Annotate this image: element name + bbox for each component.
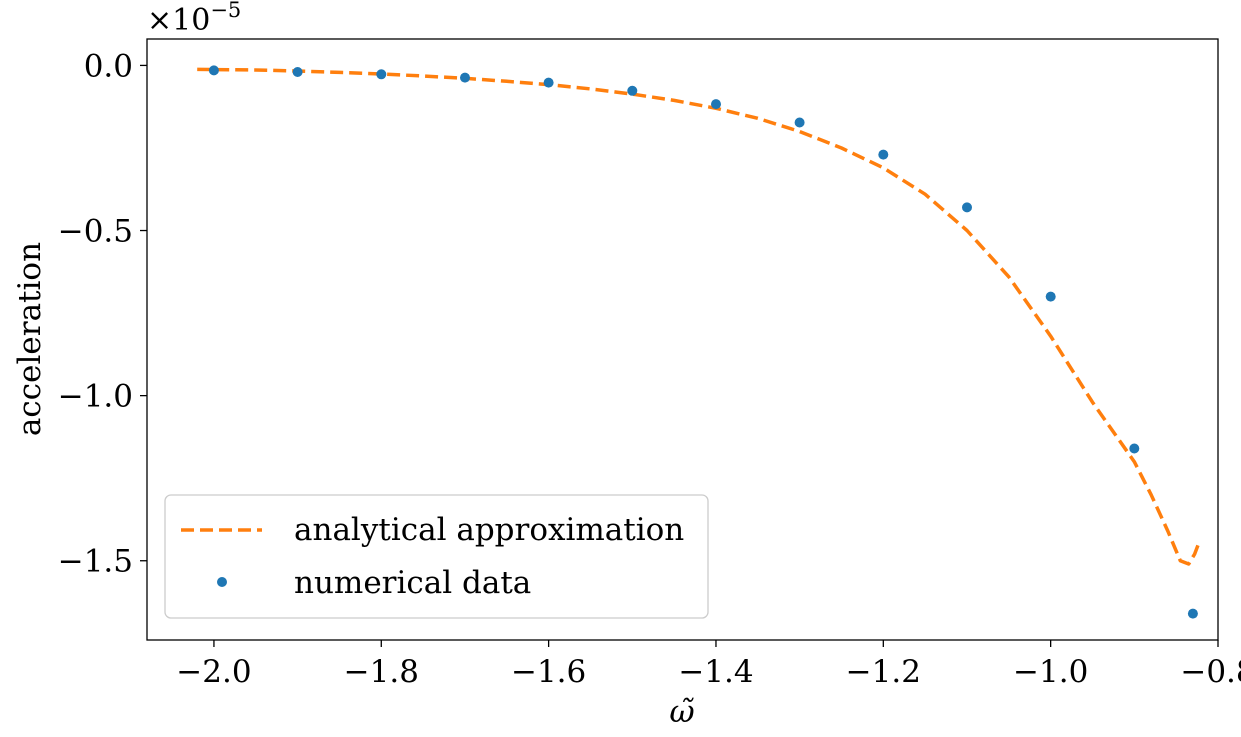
x-axis: −2.0 −1.8 −1.6 −1.4 −1.2 −1.0 −0.8	[176, 640, 1241, 690]
legend-label-analytical: analytical approximation	[294, 512, 684, 548]
data-point-numerical	[292, 67, 303, 77]
y-tick-label: 0.0	[84, 48, 133, 84]
legend-swatch-numerical	[217, 577, 227, 587]
data-point-numerical	[962, 202, 972, 213]
data-point-numerical	[376, 69, 387, 80]
x-axis-label: ω̃	[669, 694, 694, 730]
data-point-numerical	[627, 85, 638, 96]
legend: analytical approximation numerical data	[164, 494, 709, 619]
legend-frame	[164, 494, 709, 619]
y-tick-label: −1.0	[58, 379, 133, 415]
series-line-analytical	[197, 67, 1202, 566]
legend-label-numerical: numerical data	[294, 565, 531, 601]
data-point-numerical	[878, 149, 889, 160]
data-point-numerical	[208, 65, 219, 76]
x-tick-label: −1.6	[511, 654, 586, 690]
data-point-numerical	[460, 72, 470, 83]
x-tick-label: −2.0	[176, 654, 251, 690]
x-tick-label: −0.8	[1180, 654, 1241, 690]
x-tick-label: −1.2	[846, 654, 921, 690]
data-point-numerical	[1129, 443, 1140, 454]
plot-frame	[146, 38, 1219, 641]
y-tick-label: −0.5	[58, 214, 133, 250]
x-tick-label: −1.0	[1013, 654, 1088, 690]
data-point-numerical	[1187, 608, 1198, 619]
data-point-numerical	[1045, 291, 1056, 302]
data-point-numerical	[711, 99, 721, 110]
x-tick-label: −1.4	[678, 654, 753, 690]
y-tick-label: −1.5	[58, 544, 133, 580]
y-axis-label: acceleration	[12, 242, 48, 436]
data-point-numerical	[543, 77, 554, 88]
y-axis: 0.0 −0.5 −1.0 −1.5	[58, 48, 147, 580]
plot-area	[197, 65, 1202, 619]
data-point-numerical	[794, 117, 805, 128]
x-tick-label: −1.8	[344, 654, 419, 690]
y-offset-label: ×10−5	[147, 0, 241, 38]
